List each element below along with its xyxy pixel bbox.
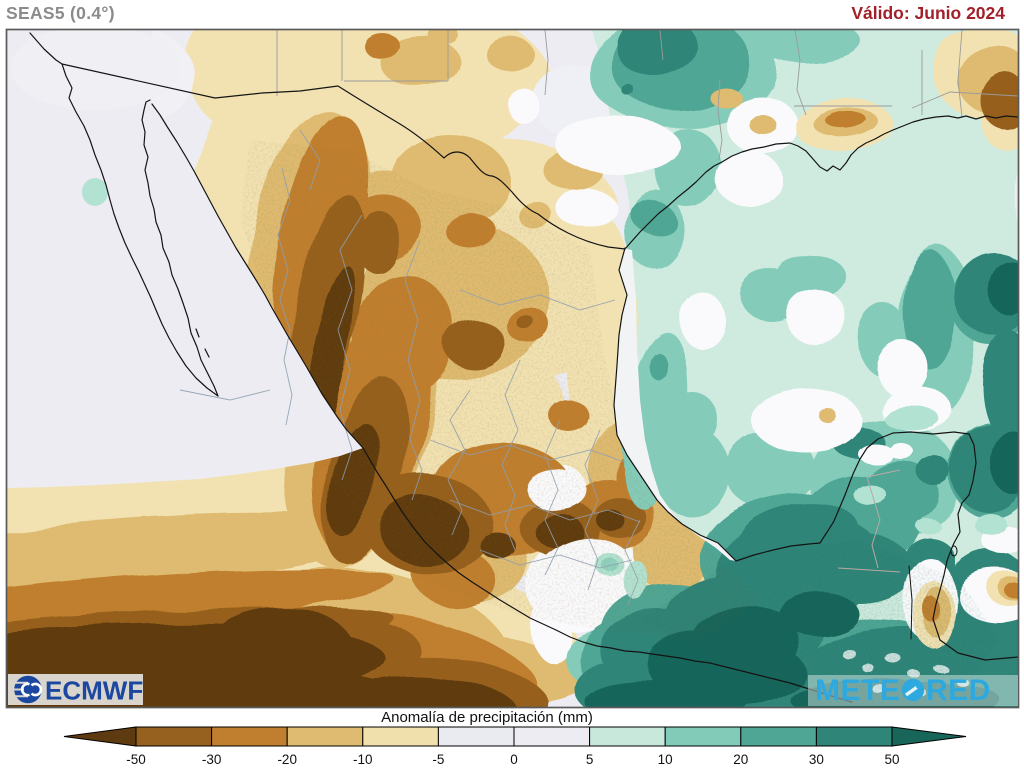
svg-text:-20: -20 <box>277 752 297 767</box>
svg-text:-30: -30 <box>202 752 222 767</box>
svg-text:0: 0 <box>510 752 518 767</box>
svg-text:10: 10 <box>658 752 673 767</box>
svg-text:METE: METE <box>815 674 900 707</box>
svg-text:20: 20 <box>733 752 748 767</box>
svg-text:-50: -50 <box>126 752 146 767</box>
svg-text:Anomalía de precipitación (mm): Anomalía de precipitación (mm) <box>381 709 593 726</box>
svg-text:50: 50 <box>884 752 899 767</box>
svg-text:ECMWF: ECMWF <box>45 676 143 706</box>
svg-text:5: 5 <box>586 752 594 767</box>
svg-text:-10: -10 <box>353 752 373 767</box>
svg-text:-5: -5 <box>432 752 444 767</box>
svg-text:RED: RED <box>926 674 991 707</box>
svg-text:30: 30 <box>809 752 824 767</box>
